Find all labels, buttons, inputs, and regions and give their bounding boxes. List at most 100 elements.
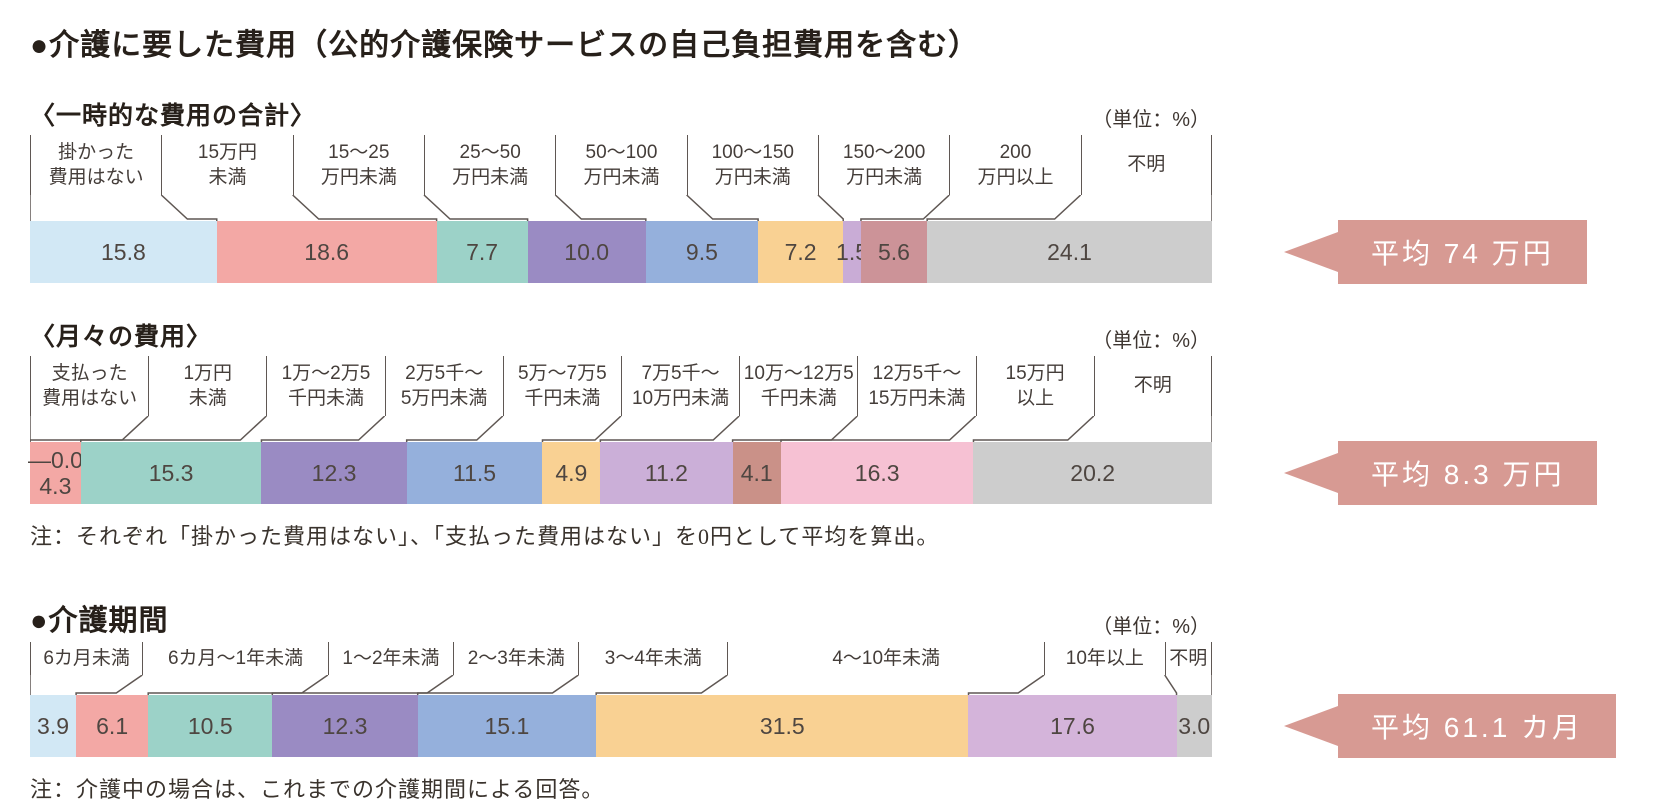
category-label: 1万～2万5 千円未満 — [266, 356, 384, 416]
category-label: 1～2年未満 — [327, 642, 453, 675]
stacked-bar: 3.9 6.1 10.5 12.3 15.1 31.5 17.6 3.0 — [30, 695, 1212, 757]
bar-segment: 24.1 — [927, 221, 1212, 283]
category-label-row: 支払った 費用はない 1万円 未満 1万～2万5 千円未満 2万5千～ 5万円未満 5万～7万5… — [30, 356, 1212, 416]
chart-subtitle: 〈月々の費用〉 — [30, 323, 213, 351]
category-label: 15～25 万円未満 — [292, 135, 424, 195]
category-label: 不明 — [1093, 356, 1212, 416]
bar-segment: 7.2 — [758, 221, 844, 283]
category-label: 10年以上 — [1044, 642, 1165, 675]
unit-label: （単位：%） — [1092, 616, 1210, 638]
segment-value: 18.6 — [304, 238, 350, 265]
segment-value: 7.7 — [466, 238, 499, 265]
category-label: 6カ月未満 — [30, 642, 142, 675]
category-label: 15万円 未満 — [161, 135, 292, 195]
segment-value: 4.9 — [555, 459, 588, 486]
segment-value: 10.0 — [564, 238, 610, 265]
unit-label: （単位：%） — [1092, 109, 1210, 131]
average-banner: 平均 8.3 万円 — [1284, 441, 1598, 505]
segment-value: 12.3 — [322, 712, 368, 739]
bar-segment: 12.3 — [272, 695, 418, 757]
zero-value-label: —0.0 — [28, 446, 83, 473]
chart-area: 掛かった 費用はない 15万円 未満 15～25 万円未満 25～50 万円未満 50～100 万… — [30, 135, 1656, 284]
stacked-bar: —0.0 4.3 15.3 12.3 11.5 4.9 11.2 4.1 16.3 20.2 — [28, 442, 1212, 504]
section-title: ●介護期間 — [30, 605, 169, 637]
category-label: 12万5千～ 15万円未満 — [857, 356, 975, 416]
segment-value: 9.5 — [685, 238, 718, 265]
bar-segment: 17.6 — [968, 695, 1177, 757]
segment-value: 7.2 — [784, 238, 817, 265]
bar-segment: 10.5 — [148, 695, 273, 757]
banner-arrow-icon — [1284, 706, 1338, 746]
segment-value: 3.9 — [37, 712, 70, 739]
bar-segment: 6.1 — [76, 695, 149, 757]
bar-segment: 5.6 — [860, 221, 928, 283]
category-label: 15万円 以上 — [975, 356, 1094, 416]
leader-lines — [30, 195, 1212, 221]
main-title: ●介護に要した費用（公的介護保険サービスの自己負担費用を含む） — [30, 29, 980, 62]
banner-arrow-icon — [1284, 453, 1338, 493]
segment-value: 17.6 — [1050, 712, 1095, 739]
segment-value: 20.2 — [1070, 459, 1116, 486]
banner-arrow-icon — [1284, 232, 1338, 272]
average-label: 平均 74 万円 — [1338, 220, 1587, 284]
category-label: 不明 — [1080, 135, 1212, 195]
bar-segment: 3.9 — [30, 695, 77, 757]
average-label: 平均 8.3 万円 — [1338, 441, 1598, 505]
bar-segment: 1.5 — [836, 221, 868, 283]
segment-value: 6.1 — [96, 712, 129, 739]
bar-segment: 20.2 — [973, 442, 1212, 504]
segment-value: 5.6 — [877, 238, 910, 265]
note-period: 注：介護中の場合は、これまでの介護期間による回答。 — [30, 777, 605, 802]
category-label-row: 掛かった 費用はない 15万円 未満 15～25 万円未満 25～50 万円未満 50～100 万… — [30, 135, 1212, 195]
bar-segment: 7.7 — [436, 221, 528, 283]
category-label: 6カ月～1年未満 — [142, 642, 328, 675]
segment-value: 4.1 — [740, 459, 773, 486]
leader-lines — [30, 416, 1212, 442]
segment-value: 31.5 — [759, 712, 805, 739]
stacked-bar: 15.8 18.6 7.7 10.0 9.5 7.2 1.5 5.6 24.1 — [30, 221, 1212, 283]
segment-value: 11.5 — [453, 459, 497, 486]
bar-segment: 11.5 — [406, 442, 543, 504]
average-label: 平均 61.1 カ月 — [1338, 694, 1617, 758]
bar-segment: 16.3 — [780, 442, 974, 504]
leader-lines — [30, 675, 1212, 695]
segment-value: 16.3 — [854, 459, 900, 486]
segment-value: 12.3 — [311, 459, 357, 486]
category-label: 支払った 費用はない — [30, 356, 148, 416]
bar-segment: 10.0 — [527, 221, 646, 283]
segment-value: 15.3 — [148, 459, 194, 486]
category-label: 200 万円以上 — [949, 135, 1080, 195]
category-label: 不明 — [1164, 642, 1212, 675]
category-label: 掛かった 費用はない — [30, 135, 161, 195]
bar-segment: 15.1 — [417, 695, 597, 757]
category-label: 25～50 万円未満 — [423, 135, 555, 195]
category-label: 2万5千～ 5万円未満 — [384, 356, 503, 416]
note-costs: 注：それぞれ「掛かった費用はない」、「支払った費用はない」を0円として平均を算出… — [30, 524, 940, 549]
category-label: 10万～12万5 千円未満 — [739, 356, 857, 416]
chart-area: 支払った 費用はない 1万円 未満 1万～2万5 千円未満 2万5千～ 5万円未満 5万～7万5… — [28, 356, 1656, 505]
chart-temporary-cost-total: 〈一時的な費用の合計〉 （単位：%） 掛かった 費用はない 15万円 未満 15～25 万… — [30, 96, 1656, 284]
segment-value: 10.5 — [187, 712, 233, 739]
bar-segment: 15.3 — [80, 442, 262, 504]
category-label: 100～150 万円未満 — [686, 135, 818, 195]
category-label: 1万円 未満 — [148, 356, 266, 416]
category-label-row: 6カ月未満 6カ月～1年未満 1～2年未満 2～3年未満 3～4年未満 4～10年未満 10… — [30, 642, 1212, 675]
unit-label: （単位：%） — [1092, 330, 1210, 352]
category-label: 5万～7万5 千円未満 — [502, 356, 621, 416]
category-label: 50～100 万円未満 — [555, 135, 686, 195]
bar-segment: 12.3 — [261, 442, 407, 504]
segment-value: 15.8 — [100, 238, 146, 265]
chart-care-period: ●介護期間 （単位：%） 6カ月未満 6カ月～1年未満 1～2年未満 2～3年未満 3～… — [30, 597, 1656, 758]
category-label: 4～10年未満 — [727, 642, 1044, 675]
average-banner: 平均 61.1 カ月 — [1284, 694, 1617, 758]
chart-subtitle: 〈一時的な費用の合計〉 — [30, 102, 317, 130]
category-label: 3～4年未満 — [578, 642, 727, 675]
bar-segment: 4.1 — [732, 442, 781, 504]
chart-area: 6カ月未満 6カ月～1年未満 1～2年未満 2～3年未満 3～4年未満 4～10年未満 10… — [30, 642, 1656, 758]
category-label: 2～3年未満 — [453, 642, 578, 675]
bar-segment: 15.8 — [30, 221, 217, 283]
bar-segment: 9.5 — [645, 221, 759, 283]
segment-value: 15.1 — [484, 712, 530, 739]
bar-segment: 3.0 — [1176, 695, 1212, 757]
